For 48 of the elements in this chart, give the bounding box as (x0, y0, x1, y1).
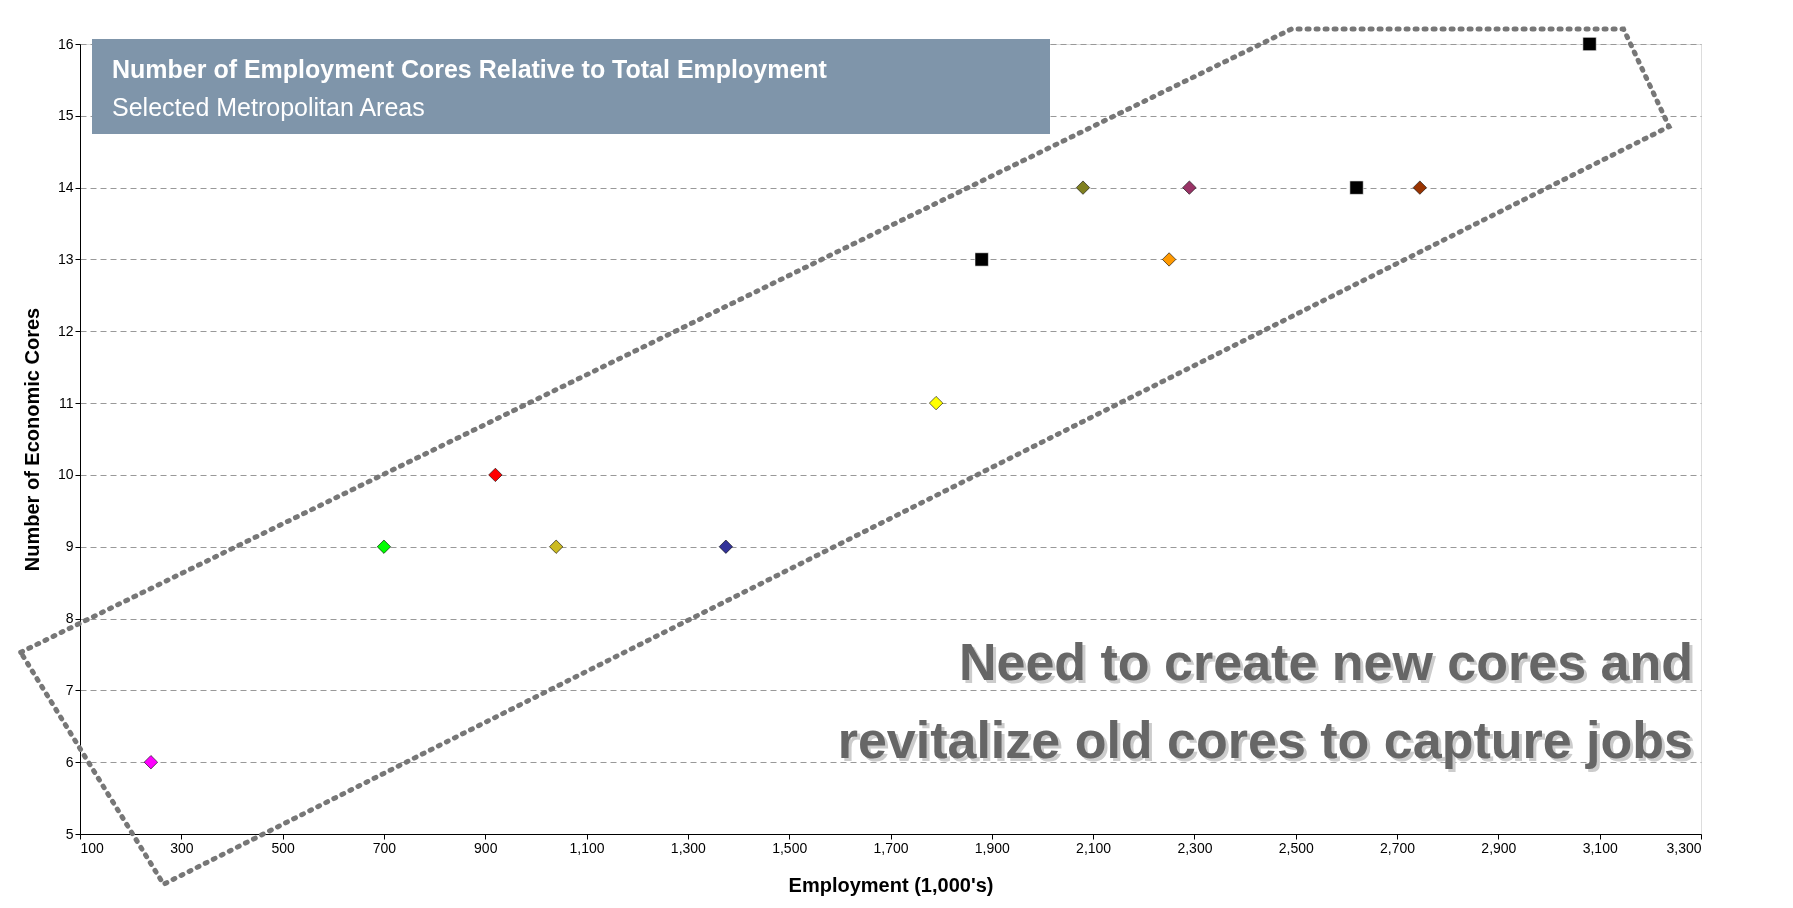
x-tick-label: 300 (170, 839, 194, 856)
x-tick-label: 100 (80, 839, 105, 856)
y-axis-title: Number of Economic Cores (20, 307, 43, 572)
y-tick-label: 15 (57, 107, 74, 124)
x-tick-label: 3,300 (1666, 839, 1702, 856)
x-tick-label: 900 (474, 839, 498, 856)
x-tick-label: 2,500 (1278, 839, 1314, 856)
x-tick-label: 2,900 (1481, 839, 1517, 856)
point (376, 539, 391, 554)
y-tick-label: 10 (57, 466, 74, 483)
y-tick-label: 16 (57, 35, 74, 52)
point (1349, 180, 1364, 195)
y-tick-label: 13 (57, 250, 74, 267)
x-tick-label: 3,100 (1582, 839, 1618, 856)
x-tick-label: 2,300 (1177, 839, 1213, 856)
point (974, 252, 989, 267)
x-tick-label: 1,900 (974, 839, 1011, 856)
x-tick-label: 1,500 (772, 839, 808, 856)
chart-title: Number of Employment Cores Relative to Total Employment (112, 55, 828, 83)
point (1075, 180, 1090, 195)
y-tick-label: 14 (57, 179, 74, 196)
y-tick-label: 12 (57, 322, 74, 339)
x-tick-label: 2,100 (1076, 839, 1112, 856)
annotation: Need to create new cores and (961, 636, 1696, 694)
y-tick-label: 9 (65, 538, 74, 555)
point (718, 539, 733, 554)
text: Selected Metropolitan Areas (112, 93, 425, 121)
y-tick-label: 6 (65, 753, 74, 770)
x-tick-label: 1,100 (569, 839, 605, 856)
x-tick-label: 500 (271, 839, 296, 856)
point (1182, 180, 1197, 195)
y-tick-label: 7 (65, 681, 74, 698)
point (143, 755, 158, 770)
x-axis-title: Employment (1,000's) (788, 873, 994, 896)
point (1582, 36, 1597, 52)
x-tick-label: 700 (372, 839, 397, 856)
x-tick-label: 1,700 (873, 839, 909, 856)
point (1412, 180, 1427, 195)
x-tick-label: 1,300 (670, 839, 707, 856)
point (549, 539, 564, 554)
y-tick-label: 5 (65, 825, 74, 842)
y-tick-label: 8 (65, 610, 74, 627)
y-tick-label: 11 (58, 394, 74, 411)
annotation: revitalize old cores to capture jobs (840, 714, 1696, 772)
point (1162, 252, 1177, 267)
point (929, 396, 944, 411)
x-tick-label: 2,700 (1380, 839, 1416, 856)
point (488, 467, 503, 482)
